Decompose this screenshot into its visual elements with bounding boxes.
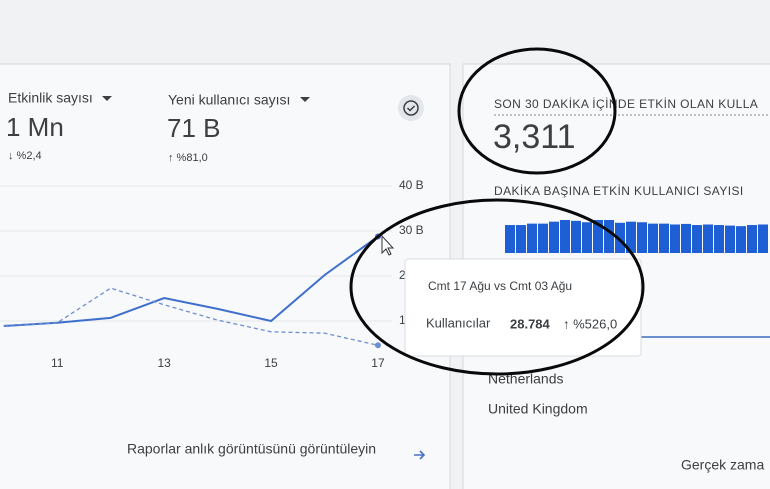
bar xyxy=(692,225,702,253)
tooltip: Cmt 17 Ağu vs Cmt 03 Ağu Kullanıcılar 28… xyxy=(404,258,642,357)
realtime-link[interactable]: Gerçek zama xyxy=(681,457,764,473)
y-tick-label: 40 B xyxy=(399,178,424,192)
bar xyxy=(549,221,559,253)
bar xyxy=(527,223,537,253)
metric-change: ↓ %2,4 xyxy=(8,150,42,162)
country: United Kingdom xyxy=(488,401,588,417)
bar xyxy=(670,224,680,253)
dropdown-icon[interactable] xyxy=(300,97,310,102)
bar xyxy=(615,222,625,253)
arrow-icon[interactable] xyxy=(414,450,426,460)
annotation-circle xyxy=(457,47,617,175)
bar xyxy=(714,225,724,253)
bar xyxy=(560,220,570,253)
bar xyxy=(516,225,526,253)
tooltip-title: Cmt 17 Ağu vs Cmt 03 Ağu xyxy=(428,279,572,293)
y-tick-label: 30 B xyxy=(399,223,424,237)
bar xyxy=(604,220,614,253)
series-line xyxy=(3,287,379,346)
x-tick-label: 17 xyxy=(371,356,385,370)
x-tick-label: 13 xyxy=(157,356,171,370)
bar xyxy=(747,225,757,253)
bar xyxy=(758,224,768,253)
tooltip-value: 28.784 xyxy=(510,316,551,331)
check-icon xyxy=(406,105,416,112)
bar xyxy=(725,225,735,253)
bar xyxy=(593,220,603,253)
bar xyxy=(505,225,515,253)
annotation-circle xyxy=(349,198,645,376)
realtime-title: SON 30 DAKİKA İÇİNDE ETKİN OLAN KULLA xyxy=(494,97,758,111)
metric-label[interactable]: Yeni kullanıcı sayısı xyxy=(168,92,290,108)
metric-value: 71 B xyxy=(167,113,221,143)
metric-value: 1 Mn xyxy=(6,112,64,142)
tooltip-metric: Kullanıcılar xyxy=(426,315,491,330)
realtime-value: 3,311 xyxy=(493,118,576,156)
report-link[interactable]: Raporlar anlık görüntüsünü görüntüleyin xyxy=(127,441,376,457)
bar xyxy=(582,222,592,253)
tooltip-change: ↑ %526,0 xyxy=(563,316,617,331)
mouse-cursor xyxy=(381,234,395,256)
check-icon xyxy=(403,100,419,116)
bar xyxy=(538,223,548,253)
bar xyxy=(736,226,746,253)
bar xyxy=(659,223,669,253)
x-tick-label: 11 xyxy=(51,356,64,370)
bar xyxy=(637,222,647,253)
x-tick-label: 15 xyxy=(264,356,278,370)
metric-change: ↑ %81,0 xyxy=(168,152,208,164)
bar xyxy=(571,220,581,253)
tooltip-box xyxy=(404,258,642,357)
point xyxy=(374,342,381,349)
realtime-subtitle: DAKİKA BAŞINA ETKİN KULLANICI SAYISI xyxy=(494,184,744,198)
metric-label[interactable]: Etkinlik sayısı xyxy=(8,90,93,106)
series-line xyxy=(3,235,379,327)
bar xyxy=(703,224,713,253)
check-button[interactable] xyxy=(398,95,424,121)
bar xyxy=(681,223,691,253)
bar xyxy=(648,223,658,253)
dropdown-icon[interactable] xyxy=(102,96,112,101)
bar xyxy=(626,221,636,253)
